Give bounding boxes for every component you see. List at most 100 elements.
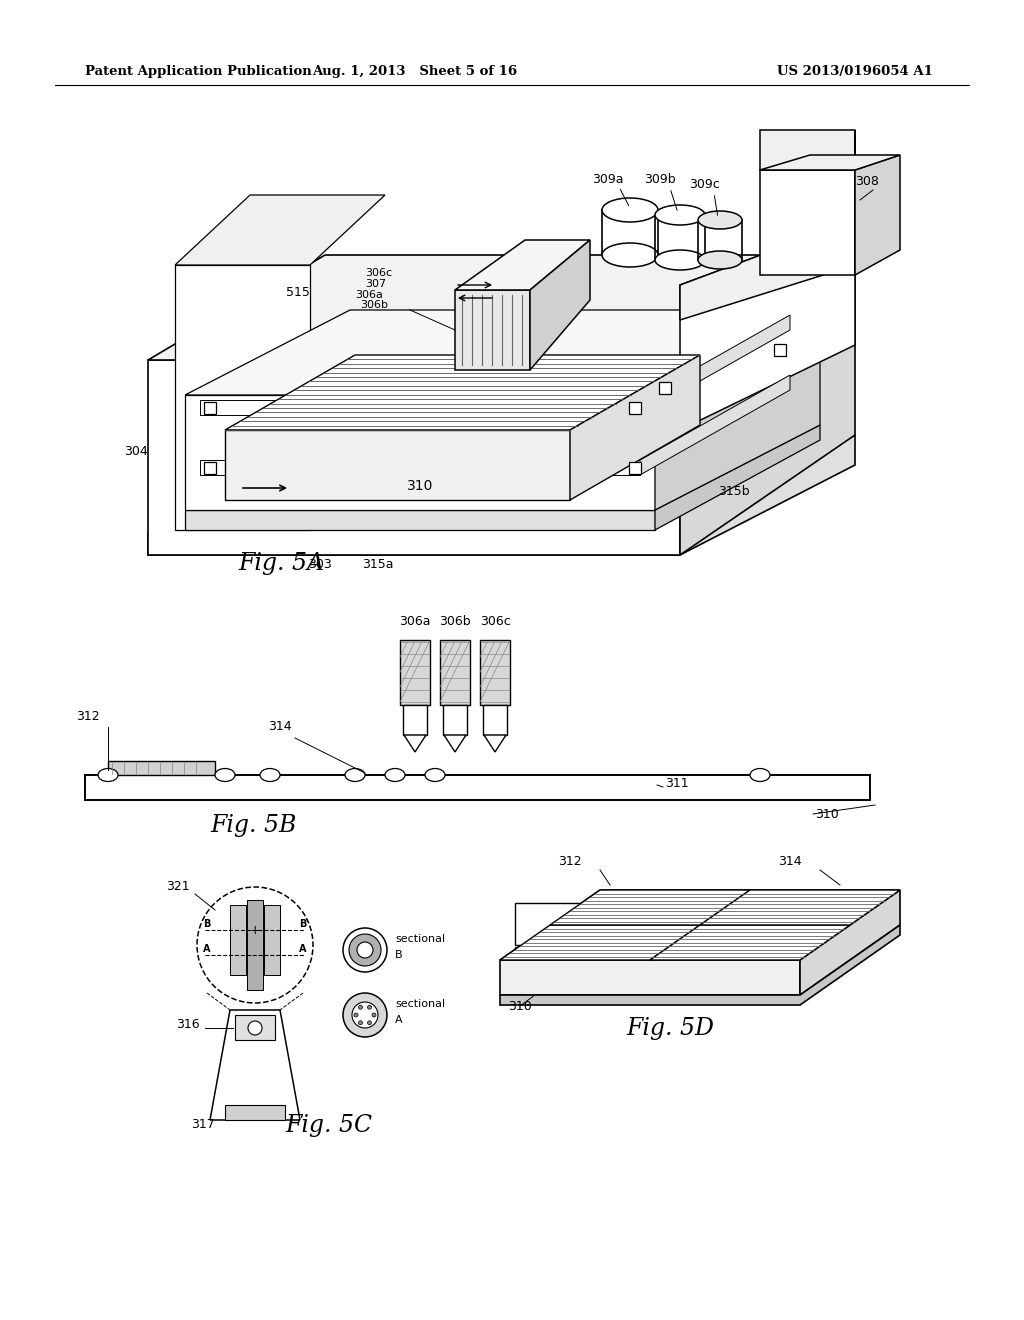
Text: 306a: 306a <box>399 615 431 628</box>
Polygon shape <box>455 240 590 290</box>
Circle shape <box>358 1020 362 1024</box>
Circle shape <box>248 1020 262 1035</box>
Text: 306b: 306b <box>360 300 388 310</box>
Text: A: A <box>395 1015 402 1026</box>
Text: 316: 316 <box>176 1018 200 1031</box>
Text: 309c: 309c <box>688 178 720 191</box>
Polygon shape <box>148 360 680 554</box>
Polygon shape <box>148 255 855 360</box>
Text: 314: 314 <box>778 855 802 869</box>
Circle shape <box>352 1002 378 1028</box>
Polygon shape <box>200 400 640 414</box>
Text: sectional: sectional <box>395 999 445 1008</box>
FancyBboxPatch shape <box>629 462 641 474</box>
Polygon shape <box>234 1015 275 1040</box>
Polygon shape <box>500 890 900 960</box>
Polygon shape <box>680 220 855 430</box>
Circle shape <box>349 935 381 966</box>
Circle shape <box>343 928 387 972</box>
Polygon shape <box>515 903 655 945</box>
Polygon shape <box>247 900 263 990</box>
Text: 312: 312 <box>77 710 100 723</box>
Text: 312: 312 <box>558 855 582 869</box>
Ellipse shape <box>698 211 742 228</box>
Polygon shape <box>225 430 570 500</box>
Polygon shape <box>655 310 820 510</box>
FancyBboxPatch shape <box>659 381 671 393</box>
Text: B: B <box>299 919 306 929</box>
Polygon shape <box>148 436 855 533</box>
Text: sectional: sectional <box>395 935 445 944</box>
Polygon shape <box>148 436 855 554</box>
Ellipse shape <box>425 768 445 781</box>
Polygon shape <box>455 290 530 370</box>
Circle shape <box>343 993 387 1038</box>
Text: 306c: 306c <box>479 615 510 628</box>
Polygon shape <box>440 640 470 705</box>
Polygon shape <box>225 355 700 430</box>
Polygon shape <box>403 705 427 735</box>
Polygon shape <box>264 906 280 975</box>
Ellipse shape <box>602 198 658 222</box>
Polygon shape <box>700 890 900 925</box>
Text: B: B <box>204 919 211 929</box>
Polygon shape <box>225 1105 285 1119</box>
Polygon shape <box>185 395 655 510</box>
Polygon shape <box>668 898 790 937</box>
Text: 304: 304 <box>124 445 148 458</box>
Ellipse shape <box>655 205 705 224</box>
Polygon shape <box>483 705 507 735</box>
Text: 317: 317 <box>191 1118 215 1131</box>
Circle shape <box>368 1006 372 1010</box>
Ellipse shape <box>260 768 280 781</box>
Text: 310: 310 <box>508 1001 531 1012</box>
Polygon shape <box>500 925 700 960</box>
Polygon shape <box>640 315 790 414</box>
Ellipse shape <box>385 768 406 781</box>
Text: 309b: 309b <box>644 173 676 186</box>
Polygon shape <box>185 310 820 395</box>
Circle shape <box>357 942 373 958</box>
Polygon shape <box>404 735 426 752</box>
Text: 311: 311 <box>665 777 688 789</box>
Polygon shape <box>760 129 855 170</box>
Text: 315b: 315b <box>718 484 750 498</box>
Text: A: A <box>203 944 211 954</box>
Ellipse shape <box>345 768 365 781</box>
Polygon shape <box>85 775 870 800</box>
Text: 307: 307 <box>365 279 386 289</box>
Polygon shape <box>650 925 850 960</box>
FancyBboxPatch shape <box>774 345 786 356</box>
Text: Patent Application Publication: Patent Application Publication <box>85 66 311 78</box>
Text: Fig. 5A: Fig. 5A <box>238 552 324 576</box>
Polygon shape <box>530 240 590 370</box>
Polygon shape <box>230 906 246 975</box>
Circle shape <box>354 1012 358 1016</box>
Text: 306b: 306b <box>439 615 471 628</box>
Polygon shape <box>680 255 855 554</box>
Circle shape <box>358 1006 362 1010</box>
Polygon shape <box>855 154 900 275</box>
Polygon shape <box>500 960 800 995</box>
Polygon shape <box>480 640 510 705</box>
Polygon shape <box>484 735 506 752</box>
FancyBboxPatch shape <box>204 403 216 414</box>
Text: Fig. 5D: Fig. 5D <box>626 1016 714 1040</box>
Ellipse shape <box>215 768 234 781</box>
Circle shape <box>372 1012 376 1016</box>
FancyBboxPatch shape <box>629 403 641 414</box>
Ellipse shape <box>698 251 742 269</box>
Polygon shape <box>515 948 660 954</box>
Text: 310: 310 <box>815 808 839 821</box>
Polygon shape <box>550 890 750 925</box>
Text: 321: 321 <box>166 880 190 894</box>
Text: 315a: 315a <box>362 558 394 572</box>
Text: 309a: 309a <box>592 173 624 186</box>
Text: +: + <box>250 924 260 936</box>
Text: 515: 515 <box>286 286 310 300</box>
Text: 303: 303 <box>308 558 332 572</box>
Polygon shape <box>500 925 900 1005</box>
Circle shape <box>368 1020 372 1024</box>
Polygon shape <box>570 355 700 500</box>
Polygon shape <box>185 510 655 531</box>
